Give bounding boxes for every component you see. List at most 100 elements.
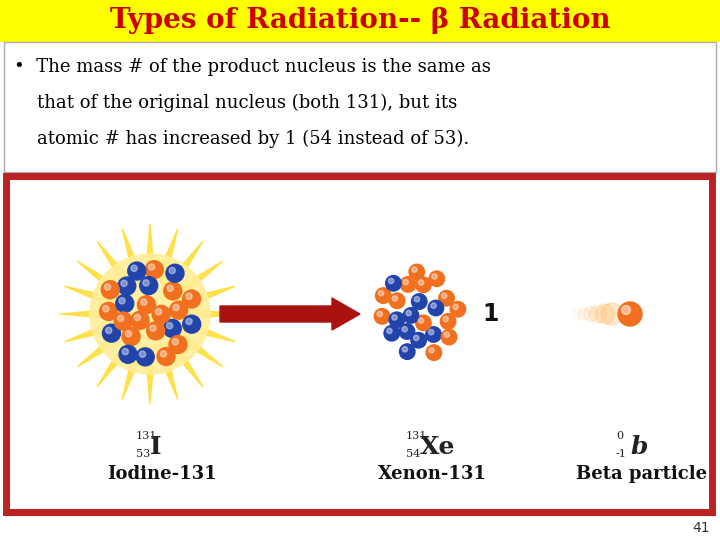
Text: I: I [150, 435, 161, 459]
Polygon shape [97, 241, 135, 291]
Text: •  The mass # of the product nucleus is the same as: • The mass # of the product nucleus is t… [14, 58, 491, 76]
Circle shape [163, 320, 181, 338]
Circle shape [122, 327, 140, 346]
Text: 54: 54 [406, 449, 420, 459]
Polygon shape [145, 347, 156, 404]
Circle shape [103, 306, 109, 312]
Circle shape [418, 318, 424, 323]
Circle shape [618, 302, 642, 326]
Circle shape [426, 345, 441, 360]
Bar [6, 176, 712, 512]
Circle shape [409, 264, 425, 280]
Text: 0: 0 [616, 431, 623, 441]
Circle shape [140, 351, 145, 357]
Circle shape [157, 348, 175, 366]
Text: 41: 41 [693, 521, 710, 535]
Circle shape [438, 291, 454, 306]
Circle shape [90, 254, 210, 374]
Polygon shape [165, 241, 203, 291]
Circle shape [415, 277, 431, 293]
Circle shape [140, 299, 147, 305]
Circle shape [431, 303, 436, 308]
Bar [4, 42, 716, 172]
Text: 131: 131 [406, 431, 428, 441]
Circle shape [156, 308, 162, 315]
Circle shape [131, 265, 138, 272]
Text: b: b [630, 435, 647, 459]
Text: Xe: Xe [420, 435, 456, 459]
Circle shape [140, 276, 158, 294]
Polygon shape [156, 343, 178, 400]
Text: 53: 53 [136, 449, 150, 459]
Circle shape [122, 348, 128, 355]
Circle shape [378, 291, 384, 296]
Text: 1: 1 [482, 302, 498, 326]
Circle shape [118, 277, 136, 295]
Circle shape [121, 280, 127, 287]
Circle shape [400, 344, 415, 360]
Circle shape [166, 322, 173, 329]
Circle shape [161, 350, 166, 357]
Polygon shape [77, 261, 127, 299]
Circle shape [577, 308, 590, 320]
Circle shape [150, 325, 156, 332]
Circle shape [145, 261, 163, 279]
Circle shape [406, 310, 411, 316]
Circle shape [377, 311, 382, 316]
Circle shape [441, 329, 456, 345]
Circle shape [584, 307, 598, 321]
Circle shape [143, 280, 149, 286]
Text: Types of Radiation-- β Radiation: Types of Radiation-- β Radiation [109, 8, 611, 35]
Circle shape [152, 306, 170, 323]
Circle shape [441, 314, 456, 329]
Polygon shape [145, 224, 156, 281]
Circle shape [102, 281, 120, 299]
Polygon shape [179, 286, 235, 309]
Circle shape [403, 308, 419, 323]
Circle shape [104, 284, 111, 290]
Circle shape [429, 271, 444, 287]
Circle shape [386, 275, 401, 291]
Circle shape [412, 267, 417, 272]
Circle shape [148, 264, 155, 270]
Circle shape [429, 348, 434, 353]
Circle shape [595, 304, 615, 324]
Circle shape [125, 330, 132, 337]
Circle shape [413, 335, 419, 341]
Circle shape [119, 298, 125, 304]
Circle shape [106, 327, 112, 334]
Circle shape [186, 318, 192, 325]
Circle shape [119, 345, 137, 363]
Circle shape [170, 301, 188, 319]
Text: atomic # has increased by 1 (54 instead of 53).: atomic # has increased by 1 (54 instead … [14, 130, 469, 148]
Circle shape [428, 329, 434, 335]
Circle shape [412, 294, 427, 309]
Bar [0, 0, 720, 42]
Circle shape [450, 301, 466, 317]
Circle shape [601, 303, 623, 325]
Circle shape [131, 311, 149, 329]
Text: Xenon-131: Xenon-131 [377, 465, 487, 483]
Circle shape [432, 274, 437, 279]
Circle shape [186, 293, 192, 299]
Polygon shape [122, 343, 145, 400]
Circle shape [147, 322, 165, 340]
Polygon shape [179, 319, 235, 342]
Circle shape [389, 312, 405, 328]
Circle shape [428, 300, 444, 316]
Circle shape [99, 302, 117, 320]
Circle shape [418, 280, 424, 285]
Circle shape [390, 293, 405, 308]
Polygon shape [77, 329, 127, 367]
Text: that of the original nucleus (both 131), but its: that of the original nucleus (both 131),… [14, 94, 457, 112]
Circle shape [453, 304, 459, 309]
Circle shape [403, 279, 408, 285]
Polygon shape [97, 338, 135, 387]
Circle shape [138, 296, 156, 314]
Circle shape [134, 314, 140, 321]
Circle shape [441, 293, 447, 299]
Circle shape [444, 332, 449, 338]
Circle shape [590, 306, 606, 322]
Circle shape [400, 324, 415, 339]
Circle shape [376, 288, 391, 303]
